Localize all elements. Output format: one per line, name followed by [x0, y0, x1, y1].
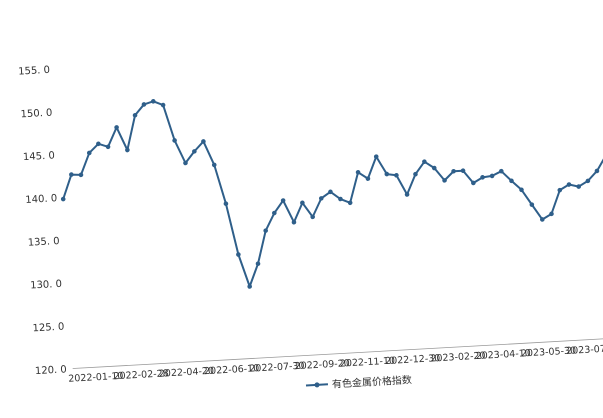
data-point	[373, 154, 379, 159]
x-axis-line	[72, 337, 603, 369]
data-point	[318, 196, 324, 201]
data-point	[114, 125, 119, 130]
series-points	[60, 99, 600, 289]
data-point	[86, 150, 92, 156]
data-point	[549, 211, 554, 217]
data-point	[365, 176, 371, 181]
data-point	[566, 182, 572, 187]
data-point	[404, 192, 410, 197]
y-tick-label: 135. 0	[28, 236, 60, 249]
data-point	[328, 189, 333, 195]
data-point	[263, 228, 268, 233]
data-point	[355, 169, 361, 175]
y-tick-label: 125. 0	[32, 322, 64, 335]
data-point	[160, 102, 166, 108]
data-point	[347, 200, 353, 206]
x-tick-label: 2022-07-30	[249, 361, 305, 375]
data-point	[460, 168, 466, 174]
data-point	[236, 252, 241, 257]
data-point	[132, 112, 138, 118]
data-point	[192, 149, 197, 154]
y-tick-label: 140. 0	[25, 193, 57, 206]
data-point	[422, 159, 427, 164]
x-tick-label: 2022-04-20	[159, 366, 215, 380]
y-tick-label: 120. 0	[35, 364, 67, 377]
data-point	[519, 187, 524, 193]
data-point	[96, 141, 101, 147]
x-tick-label: 2022-11-10	[340, 356, 396, 370]
data-point	[310, 214, 315, 220]
y-tick-label: 150. 0	[20, 108, 52, 121]
data-point	[300, 200, 305, 206]
x-tick-label: 2022-06-10	[204, 363, 260, 377]
data-point	[172, 138, 177, 143]
x-tick-label: 2022-01-10	[68, 371, 124, 385]
data-point	[183, 160, 188, 166]
data-point	[576, 184, 582, 189]
data-point	[211, 162, 217, 168]
data-point	[431, 165, 437, 171]
data-point	[150, 99, 156, 104]
data-point	[69, 172, 74, 177]
legend-marker	[314, 382, 320, 388]
data-point	[201, 139, 206, 144]
data-point	[480, 175, 485, 180]
data-point	[594, 168, 600, 174]
data-point	[247, 284, 252, 289]
data-point	[471, 180, 476, 186]
y-tick-label: 145. 0	[23, 150, 55, 163]
x-tick-label: 2022-02-28	[113, 368, 169, 382]
data-point	[280, 198, 286, 203]
data-point	[338, 196, 343, 202]
x-tick-label: 2022-12-30	[385, 353, 441, 367]
data-point	[60, 196, 66, 202]
x-tick-label: 2023-05-30	[521, 345, 577, 359]
y-tick-label: 155. 0	[18, 65, 50, 78]
data-point	[489, 173, 495, 179]
x-tick-label: 2023-07-20	[566, 343, 603, 357]
legend: 有色金属价格指数	[305, 373, 413, 391]
y-axis: 120. 0 125. 0 130. 0 135. 0 140. 0 145. 0 150.…	[18, 65, 67, 377]
x-axis: 2022-01-102022-02-282022-04-202022-06-10…	[68, 337, 603, 385]
data-point	[509, 178, 514, 184]
data-point	[585, 178, 591, 184]
data-point	[272, 210, 277, 216]
data-point	[384, 171, 390, 177]
data-point	[78, 172, 84, 178]
x-tick-label: 2023-04-10	[475, 348, 531, 362]
data-point	[499, 168, 504, 174]
data-point	[125, 147, 130, 153]
data-point	[529, 202, 535, 207]
data-point	[413, 171, 418, 177]
x-tick-label: 2023-02-20	[430, 350, 486, 364]
data-point	[291, 219, 297, 225]
data-point	[394, 172, 399, 178]
data-point	[223, 201, 229, 207]
data-point	[539, 217, 545, 222]
data-point	[442, 178, 447, 183]
legend-label: 有色金属价格指数	[332, 373, 413, 390]
data-point	[105, 144, 111, 150]
x-tick-label: 2022-09-20	[294, 358, 350, 372]
data-point	[141, 102, 147, 107]
data-point	[557, 187, 563, 193]
data-point	[451, 168, 456, 174]
data-point	[255, 261, 261, 267]
y-tick-label: 130. 0	[30, 279, 62, 292]
series-line	[62, 100, 603, 288]
